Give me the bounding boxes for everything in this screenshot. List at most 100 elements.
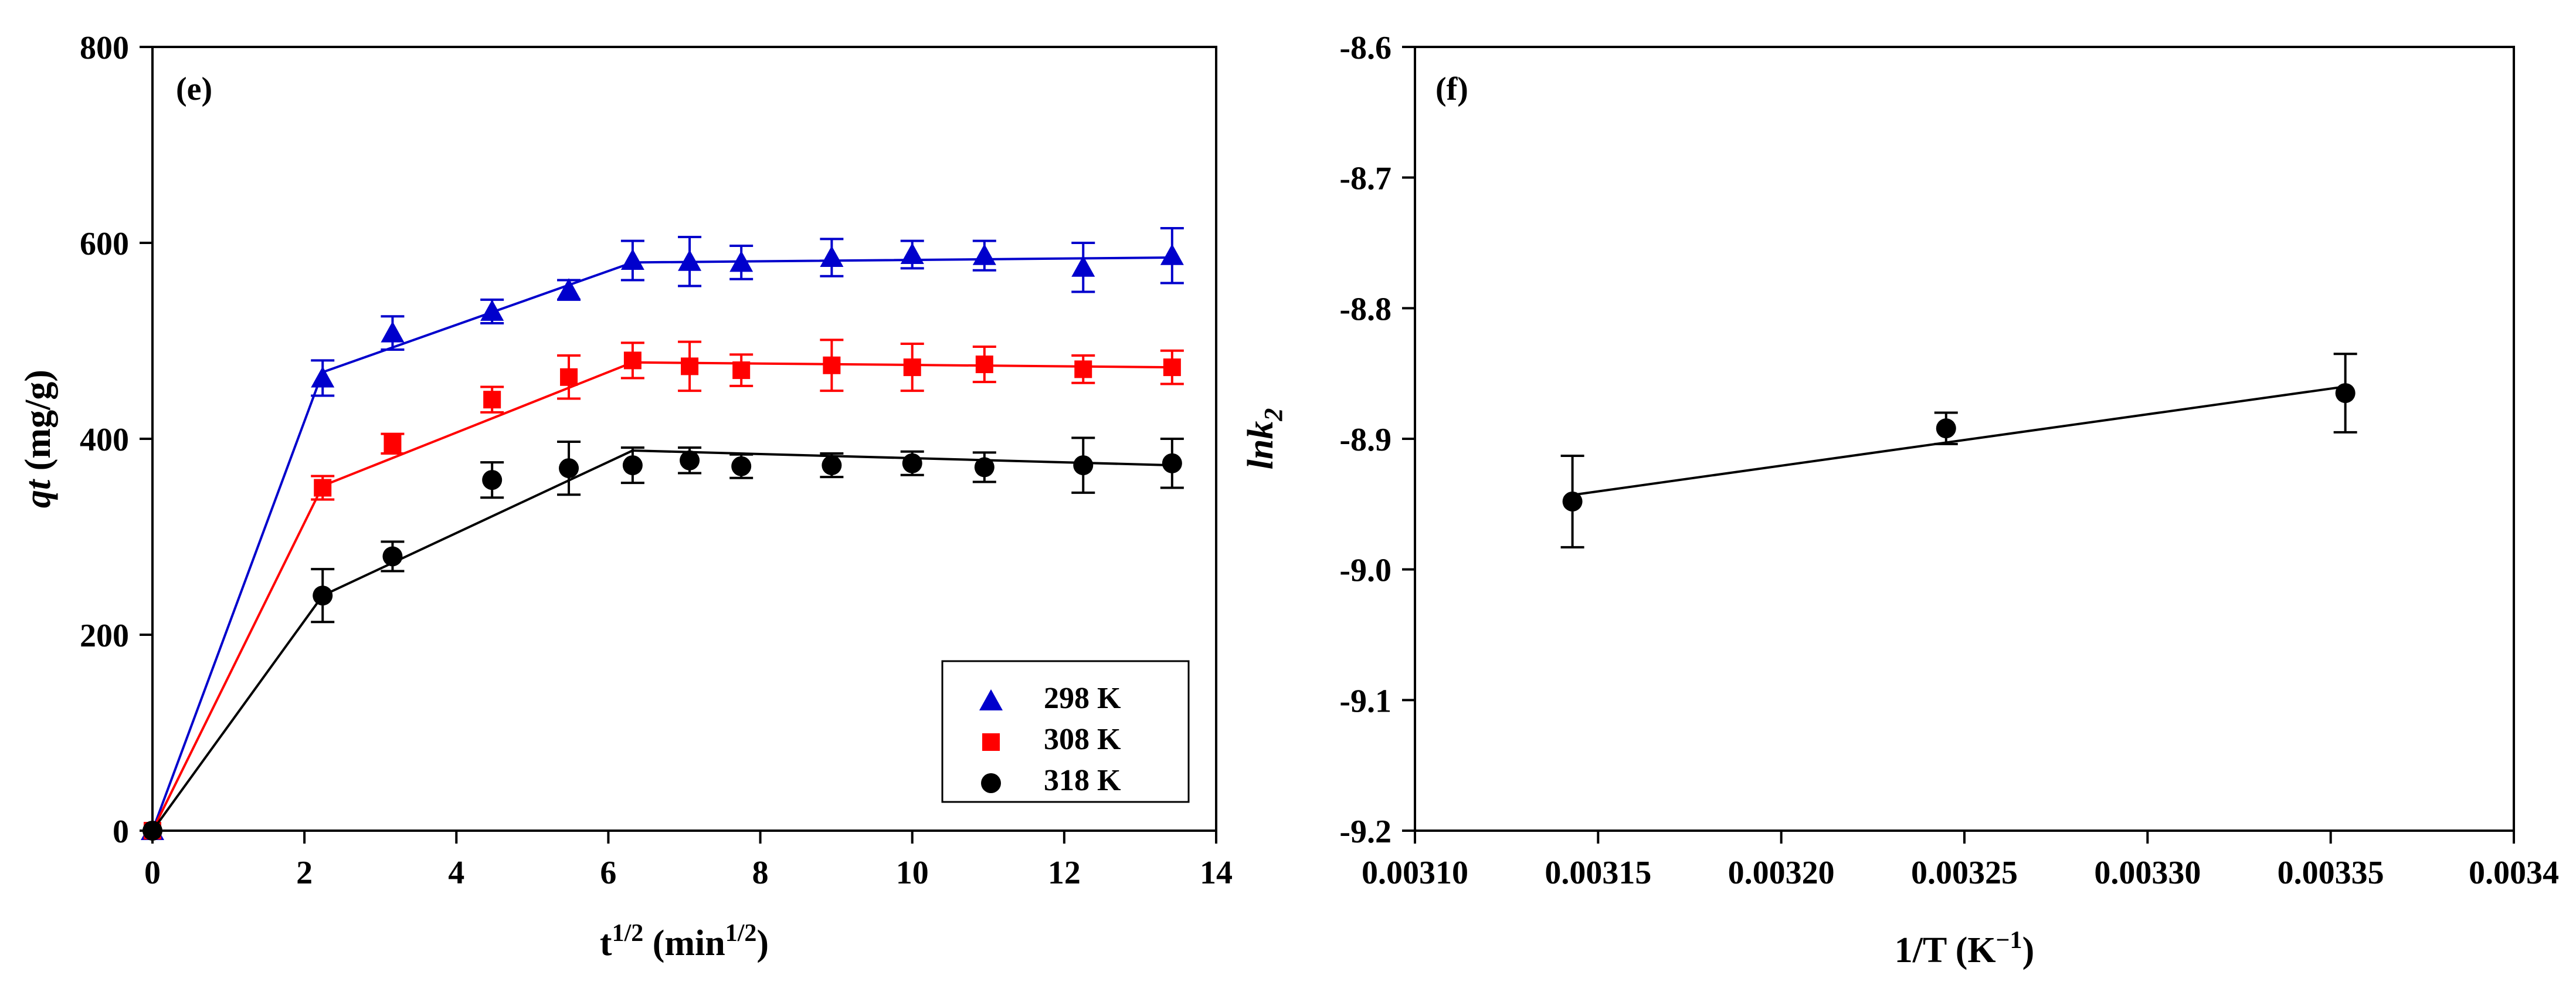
panel-e-xtick-label: 10 (896, 855, 929, 891)
panel-f-fit-line (1572, 385, 2346, 496)
panel-e-data-point (731, 456, 752, 476)
panel-f-xtick-label: 0.0034 (2469, 855, 2559, 891)
panel-e-xtick-label: 2 (296, 855, 313, 891)
legend-label-298k: 298 K (1044, 682, 1121, 715)
panel-e-axes: 0 2 4 6 8 10 12 14 0 200 400 600 800 (80, 30, 1233, 891)
legend-box (941, 660, 1190, 803)
panel-f-xlabel-sup: −1 (1996, 927, 2022, 954)
panel-f-series-group (1560, 353, 2357, 549)
panel-e-data-point (623, 351, 642, 370)
panel-e-xtick-label: 12 (1048, 855, 1081, 891)
panel-f-ytick-label: -9.0 (1339, 553, 1391, 589)
panel-f-xlabel: 1/T (K−1) (1895, 927, 2034, 970)
panel-f-label: (f) (1435, 71, 1468, 107)
panel-f-ytick-label: -8.8 (1339, 291, 1391, 327)
legend-marker-symbol (979, 689, 1003, 710)
panel-e-series-1 (144, 338, 1184, 839)
panel-e-data-point (902, 453, 922, 473)
panel-f-axes: 0.00310 0.00315 0.00320 0.00325 0.00330 0.003… (1339, 30, 2559, 891)
panel-f-ytick-label: -8.6 (1339, 30, 1391, 66)
panel-f-xtick-label: 0.00335 (2278, 855, 2384, 891)
panel-e-data-point (1162, 453, 1182, 473)
panel-f-ytick-label: -9.1 (1339, 683, 1391, 719)
panel-e-data-point (1073, 455, 1094, 476)
panel-e-data-point (820, 246, 844, 268)
panel-e-data-point (559, 458, 579, 479)
panel-f-ylabel: lnk2 (1241, 408, 1288, 470)
legend-label-308k: 308 K (1044, 723, 1121, 756)
panel-f-ytick-label: -8.7 (1339, 161, 1391, 197)
panel-e-ylabel-units: (mg/g) (18, 370, 58, 480)
panel-e-xlabel-base: t (600, 923, 612, 963)
panel-e-xtick-label: 0 (144, 855, 161, 891)
panel-e-fit-line (151, 361, 1172, 831)
panel-e-data-point (681, 357, 699, 375)
panel-e-data-point (1160, 243, 1184, 265)
panel-e-fit-line (151, 256, 1172, 831)
panel-f-data-point (2335, 383, 2356, 404)
panel-e-data-point (1071, 255, 1095, 277)
panel-f-xlabel-close: ) (2022, 930, 2035, 970)
legend-marker-symbol (981, 773, 1001, 793)
panel-e-data-point (732, 361, 751, 380)
panel-e-data-point (382, 546, 403, 567)
legend-marker-298k (979, 689, 1003, 710)
panel-f-series-0 (1560, 353, 2357, 549)
legend-marker-318k (981, 773, 1001, 793)
panel-e-data-point (483, 391, 501, 409)
panel-e-xtick-label: 14 (1200, 855, 1233, 891)
panel-e-kinetics-chart: 0 2 4 6 8 10 12 14 0 200 400 600 800 (e) qt (mg/g) t… (18, 30, 1233, 963)
panel-e-data-point (557, 278, 581, 300)
panel-e-data-point (678, 249, 702, 271)
panel-e-data-point (314, 479, 332, 497)
panel-e-data-point (823, 356, 841, 374)
panel-e-label: (e) (176, 71, 212, 107)
panel-e-data-point (620, 249, 644, 270)
panel-e-ytick-label: 200 (80, 618, 129, 654)
panel-e-xtick-label: 6 (600, 855, 616, 891)
panel-e-ytick-label: 800 (80, 30, 129, 66)
panel-f-ytick-label: -9.2 (1339, 814, 1391, 850)
panel-e-series-group (141, 226, 1184, 841)
panel-f-data-point (1562, 491, 1583, 512)
panel-f-xlabel-base: 1/T (K (1895, 930, 1996, 970)
panel-e-data-point (974, 457, 995, 478)
panel-e-xlabel-units-open: (min (643, 923, 725, 963)
panel-f-xtick-label: 0.00315 (1545, 855, 1651, 891)
panel-e-data-point (900, 243, 924, 265)
panel-e-data-point (313, 585, 333, 606)
panel-e-ylabel-symbol: qt (18, 479, 58, 508)
panel-e-data-point (975, 356, 993, 374)
panel-e-data-point (480, 299, 504, 321)
panel-f-ylabel-sub: 2 (1259, 408, 1288, 422)
panel-e-data-point (482, 470, 503, 490)
panel-e-data-point (560, 368, 578, 386)
panel-e-data-point (972, 243, 996, 265)
panel-e-ytick-label: 0 (113, 814, 129, 850)
panel-e-xlabel-units-sup: 1/2 (725, 920, 757, 947)
legend-label-318k: 318 K (1044, 764, 1121, 797)
panel-f-xtick-label: 0.00310 (1362, 855, 1468, 891)
panel-e-xlabel: t1/2 (min1/2) (600, 920, 769, 963)
panel-f-xtick-label: 0.00330 (2094, 855, 2201, 891)
panel-e-data-point (622, 455, 643, 476)
panel-e-xtick-label: 8 (752, 855, 769, 891)
panel-e-data-point (903, 358, 921, 377)
panel-e-legend: 298 K 308 K 318 K (941, 660, 1190, 803)
panel-e-data-point (680, 450, 700, 470)
panel-e-data-point (381, 321, 405, 343)
panel-f-ylabel-base: lnk (1241, 421, 1281, 470)
panel-e-xlabel-sup: 1/2 (612, 920, 644, 947)
panel-e-ytick-label: 600 (80, 226, 129, 262)
panel-e-ylabel: qt (mg/g) (18, 370, 58, 508)
panel-e-fit-line (151, 449, 1172, 832)
panel-e-data-point (383, 435, 402, 453)
panel-e-data-point (1163, 358, 1181, 377)
panel-e-xlabel-units-close: ) (756, 923, 769, 963)
panel-f-plot-frame (1414, 46, 2515, 832)
panel-e-data-point (1074, 360, 1092, 378)
legend-marker-308k (982, 733, 1000, 751)
panel-f-xtick-label: 0.00320 (1728, 855, 1835, 891)
legend-marker-symbol (982, 733, 1000, 751)
